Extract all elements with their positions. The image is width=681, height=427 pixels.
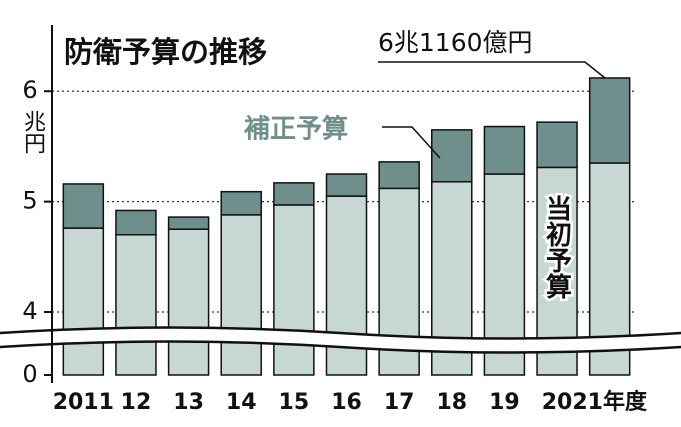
bar-segment (115, 233, 157, 376)
bar-segment (62, 183, 105, 229)
x-tick-label: 18 (436, 390, 467, 415)
break-line (0, 326, 681, 340)
y-tick-label: 5 (22, 187, 37, 215)
leader-line (378, 61, 606, 79)
x-tick-label: 19 (489, 390, 520, 415)
x-tick-label: 15 (279, 390, 310, 415)
y-tick-label: 4 (22, 297, 37, 325)
bar-segment (62, 227, 105, 376)
bar-segment (588, 77, 631, 164)
bar-segment (536, 121, 578, 169)
x-tick-label: 16 (331, 390, 362, 415)
x-tick-label: 14 (226, 390, 257, 415)
x-tick-label: 13 (173, 390, 204, 415)
title-bg (58, 30, 328, 72)
bar-segment (167, 228, 210, 376)
leader-line (382, 126, 441, 159)
axis-break (0, 326, 681, 354)
bar-segment (273, 204, 315, 376)
x-tick-label: 20 (542, 390, 573, 415)
chart-title: 防衛予算の推移 (64, 35, 267, 69)
y-tick-label: 0 (22, 360, 37, 388)
bar-segment (167, 216, 210, 230)
break-line (0, 340, 681, 354)
bar-segment (220, 214, 262, 376)
break-band (0, 327, 681, 353)
x-tick-label: 12 (121, 390, 152, 415)
bar-segment (325, 173, 368, 197)
bar-segment (273, 182, 315, 206)
y-unit: 兆円 (20, 110, 45, 154)
bar-segment (115, 209, 157, 236)
annotation: 6兆1160億円 (378, 28, 533, 57)
series-label: 補正予算 (243, 114, 348, 145)
bars (62, 77, 631, 376)
x-tick-label: 2011 (53, 390, 114, 415)
x-tick-label: 17 (384, 390, 415, 415)
bar-segment (483, 125, 526, 175)
bar-segment (378, 161, 420, 190)
bar-segment (220, 190, 262, 216)
y-tick-label: 6 (22, 76, 37, 104)
x-tick-label: 21年度 (572, 389, 648, 415)
series-label: 当初予算 (542, 195, 572, 299)
